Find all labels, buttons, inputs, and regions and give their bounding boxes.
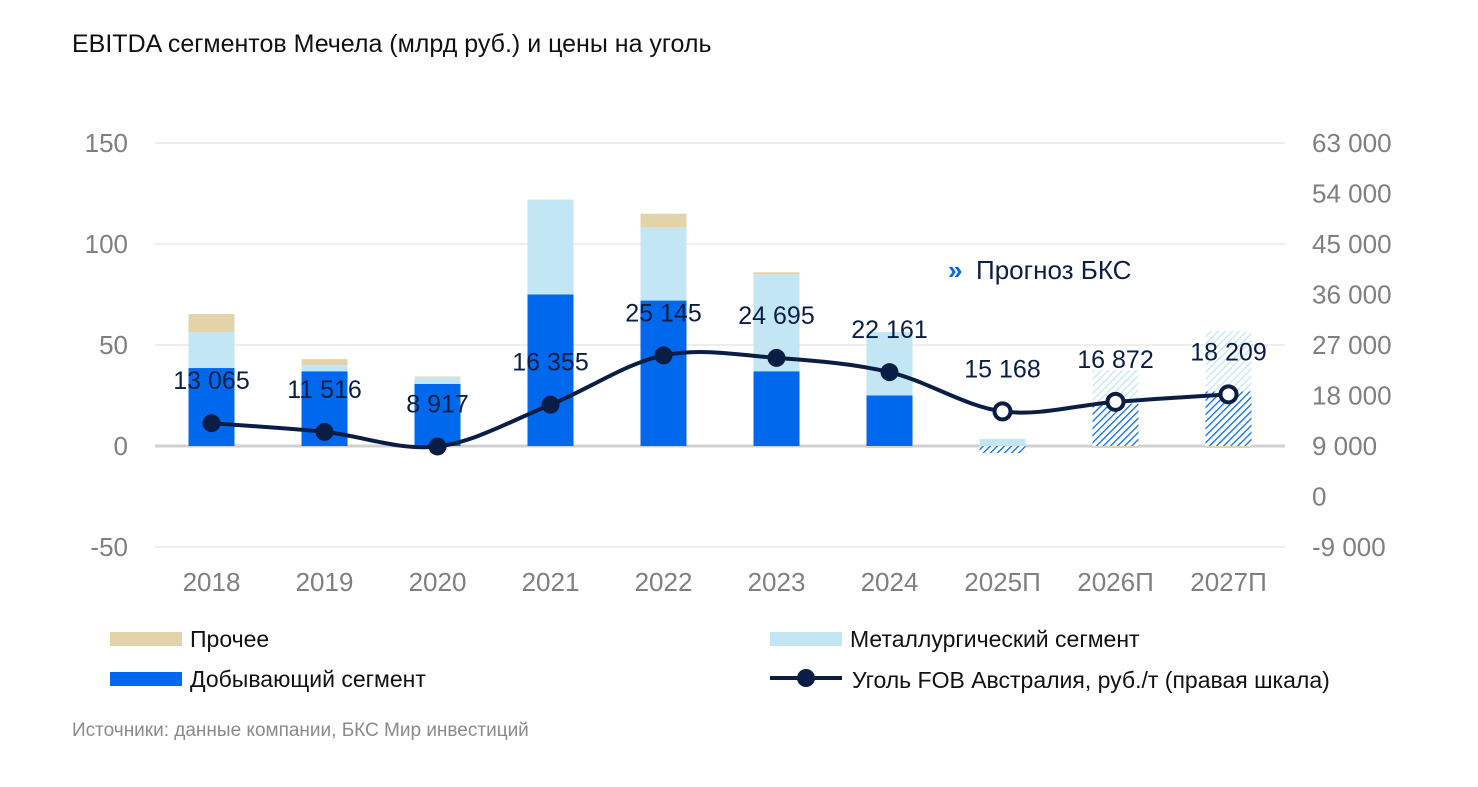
bar-metallurgy	[527, 199, 574, 295]
bar-other	[1092, 446, 1139, 449]
coal-price-point	[1218, 384, 1239, 405]
x-tick-label: 2018	[183, 567, 241, 597]
y-tick-label: -50	[90, 532, 128, 562]
data-label: 8 917	[406, 390, 469, 418]
data-label: 11 516	[287, 376, 362, 404]
data-label: 25 145	[625, 299, 701, 327]
bar-other	[640, 213, 687, 228]
x-tick-label: 2021	[522, 567, 580, 597]
bar-metallurgy	[414, 377, 461, 384]
bar-other	[414, 376, 461, 378]
y-tick-label: 0	[114, 431, 128, 461]
bar-mining	[979, 446, 1026, 454]
source-note: Источники: данные компании, БКС Мир инве…	[72, 720, 529, 741]
x-tick-label: 2027П	[1190, 567, 1267, 597]
coal-price-line	[211, 350, 1229, 450]
bar-metallurgy	[979, 438, 1026, 446]
bar-metallurgy	[1205, 330, 1252, 392]
bar-mining	[188, 368, 235, 446]
x-tick-label: 2026П	[1077, 567, 1154, 597]
coal-price-point	[315, 422, 334, 441]
annotation-marker: »	[948, 255, 962, 285]
legend-label: Металлургический сегмент	[850, 626, 1140, 652]
x-tick-label: 2019	[296, 567, 354, 597]
bar-mining	[527, 294, 574, 446]
y-tick-label: 150	[85, 128, 128, 158]
data-label: 22 161	[851, 316, 927, 344]
x-tick-label: 2023	[748, 567, 806, 597]
coal-price-point	[541, 395, 560, 414]
coal-price-point	[992, 401, 1013, 422]
bar-metallurgy	[188, 332, 235, 369]
x-tick-label: 2024	[861, 567, 919, 597]
data-label: 13 065	[173, 367, 249, 395]
y2-tick-label: -9 000	[1312, 532, 1386, 562]
y2-tick-label: 9 000	[1312, 431, 1377, 461]
bar-mining	[414, 383, 461, 446]
data-label: 24 695	[738, 302, 814, 330]
data-label: 15 168	[964, 355, 1040, 383]
x-tick-label: 2025П	[964, 567, 1041, 597]
coal-price-point	[880, 363, 899, 382]
legend-swatch	[770, 632, 842, 646]
data-label: 18 209	[1190, 338, 1266, 366]
legend-label: Прочее	[190, 626, 269, 652]
data-label: 16 355	[512, 349, 588, 377]
bar-other	[753, 272, 800, 275]
x-tick-label: 2022	[635, 567, 693, 597]
y2-tick-label: 54 000	[1312, 179, 1392, 209]
y-tick-label: 50	[99, 330, 128, 360]
bar-other	[1205, 446, 1252, 449]
y2-tick-label: 27 000	[1312, 330, 1392, 360]
legend-label: Добывающий сегмент	[190, 666, 426, 692]
y-tick-label: 100	[85, 229, 128, 259]
y2-tick-label: 18 000	[1312, 381, 1392, 411]
bar-metallurgy	[640, 227, 687, 301]
bar-mining	[866, 395, 913, 446]
coal-price-point	[767, 348, 786, 367]
bar-mining	[753, 371, 800, 446]
y2-tick-label: 0	[1312, 482, 1326, 512]
bar-metallurgy	[301, 365, 348, 372]
coal-price-point	[1105, 391, 1126, 412]
coal-price-point	[428, 437, 447, 456]
annotation-forecast: Прогноз БКС	[976, 255, 1131, 285]
bar-other	[188, 314, 235, 333]
legend-swatch	[110, 672, 182, 686]
coal-price-point	[202, 414, 221, 433]
y2-tick-label: 63 000	[1312, 128, 1392, 158]
bar-other	[301, 359, 348, 366]
x-tick-label: 2020	[409, 567, 467, 597]
legend-marker	[797, 669, 815, 687]
bar-other	[866, 446, 913, 449]
bar-mining	[640, 300, 687, 446]
y2-tick-label: 45 000	[1312, 229, 1392, 259]
data-label: 16 872	[1077, 346, 1153, 374]
legend-label: Уголь FOB Австралия, руб./т (правая шкал…	[852, 667, 1330, 693]
coal-price-point	[654, 346, 673, 365]
y2-tick-label: 36 000	[1312, 280, 1392, 310]
chart-title: EBITDA сегментов Мечела (млрд руб.) и це…	[72, 30, 712, 58]
legend-swatch	[110, 632, 182, 646]
